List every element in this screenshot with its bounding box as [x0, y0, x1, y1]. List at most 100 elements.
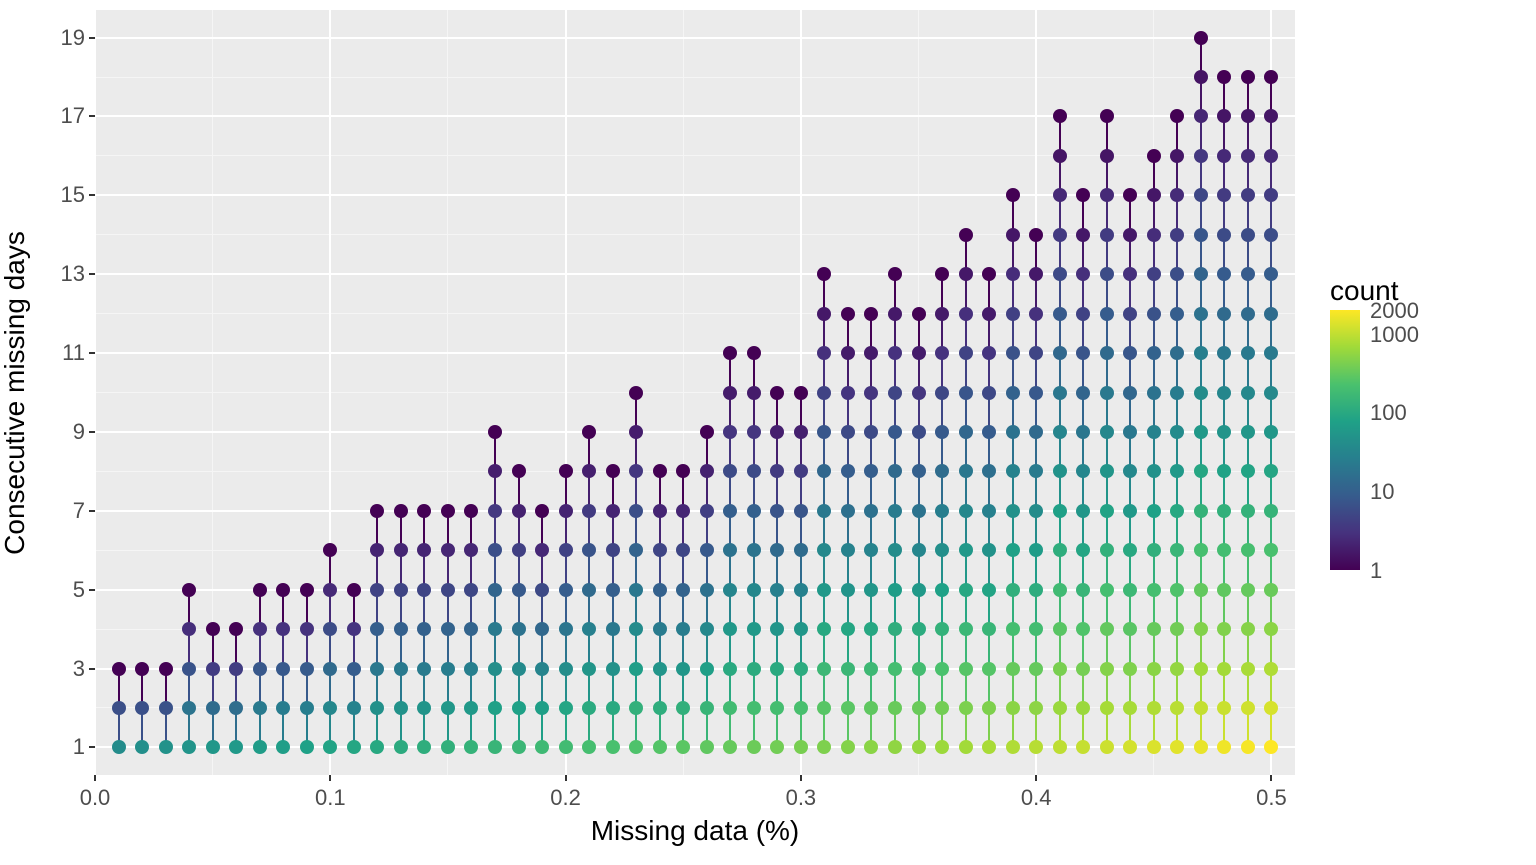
data-point	[629, 662, 643, 676]
data-point	[535, 701, 549, 715]
data-point	[1006, 701, 1020, 715]
data-point	[1217, 346, 1231, 360]
y-tick	[89, 115, 95, 117]
grid-minor-y	[95, 629, 1295, 630]
data-point	[700, 504, 714, 518]
data-point	[1123, 267, 1137, 281]
data-point	[1217, 701, 1231, 715]
data-point	[1194, 543, 1208, 557]
data-point	[1053, 464, 1067, 478]
data-point	[1217, 622, 1231, 636]
data-point	[888, 425, 902, 439]
data-point	[747, 425, 761, 439]
data-point	[982, 386, 996, 400]
data-point	[417, 701, 431, 715]
data-point	[1241, 70, 1255, 84]
data-point	[182, 701, 196, 715]
data-point	[1264, 740, 1278, 754]
data-point	[1100, 622, 1114, 636]
data-point	[559, 701, 573, 715]
data-point	[1123, 346, 1137, 360]
data-point	[488, 701, 502, 715]
data-point	[817, 662, 831, 676]
data-point	[700, 425, 714, 439]
data-point	[1170, 307, 1184, 321]
data-point	[559, 622, 573, 636]
data-point	[1053, 701, 1067, 715]
data-point	[817, 543, 831, 557]
data-point	[1006, 622, 1020, 636]
data-point	[817, 464, 831, 478]
data-point	[1241, 464, 1255, 478]
data-point	[1241, 740, 1255, 754]
data-point	[1029, 386, 1043, 400]
data-point	[1264, 543, 1278, 557]
data-point	[1217, 740, 1231, 754]
data-point	[959, 740, 973, 754]
data-point	[606, 701, 620, 715]
data-point	[629, 425, 643, 439]
data-point	[841, 662, 855, 676]
data-point	[912, 464, 926, 478]
data-point	[1264, 622, 1278, 636]
data-point	[959, 346, 973, 360]
data-point	[1194, 188, 1208, 202]
data-point	[182, 622, 196, 636]
data-point	[1194, 622, 1208, 636]
data-point	[323, 740, 337, 754]
data-point	[864, 464, 878, 478]
data-point	[606, 740, 620, 754]
legend-tick	[1360, 333, 1366, 335]
data-point	[1029, 504, 1043, 518]
grid-major-y	[95, 746, 1295, 748]
data-point	[1264, 504, 1278, 518]
data-point	[1147, 543, 1161, 557]
data-point	[1170, 149, 1184, 163]
data-point	[982, 504, 996, 518]
data-point	[1194, 267, 1208, 281]
legend-tick-label: 2000	[1370, 298, 1419, 324]
x-tick-label: 0.3	[781, 785, 821, 811]
data-point	[1076, 346, 1090, 360]
data-point	[1029, 543, 1043, 557]
data-point	[582, 504, 596, 518]
data-point	[135, 662, 149, 676]
data-point	[1147, 149, 1161, 163]
data-point	[370, 662, 384, 676]
data-point	[1194, 740, 1208, 754]
data-point	[1170, 228, 1184, 242]
data-point	[629, 543, 643, 557]
data-point	[417, 504, 431, 518]
legend-colorbar	[1330, 310, 1360, 570]
data-point	[1194, 425, 1208, 439]
data-point	[1006, 307, 1020, 321]
data-point	[1170, 583, 1184, 597]
data-point	[959, 583, 973, 597]
data-point	[747, 622, 761, 636]
x-tick	[565, 775, 567, 781]
y-tick-label: 9	[45, 419, 85, 445]
data-point	[935, 662, 949, 676]
data-point	[1264, 228, 1278, 242]
data-point	[723, 622, 737, 636]
data-point	[488, 504, 502, 518]
x-tick-label: 0.2	[546, 785, 586, 811]
data-point	[582, 701, 596, 715]
data-point	[1217, 504, 1231, 518]
x-tick-label: 0.1	[310, 785, 350, 811]
data-point	[841, 543, 855, 557]
data-point	[559, 543, 573, 557]
data-point	[1217, 188, 1231, 202]
data-point	[1217, 149, 1231, 163]
data-point	[253, 622, 267, 636]
data-point	[959, 622, 973, 636]
data-point	[253, 701, 267, 715]
data-point	[1076, 543, 1090, 557]
data-point	[112, 740, 126, 754]
data-point	[582, 622, 596, 636]
data-point	[700, 464, 714, 478]
data-point	[1053, 425, 1067, 439]
data-point	[1100, 267, 1114, 281]
data-point	[253, 662, 267, 676]
y-tick-label: 13	[45, 261, 85, 287]
